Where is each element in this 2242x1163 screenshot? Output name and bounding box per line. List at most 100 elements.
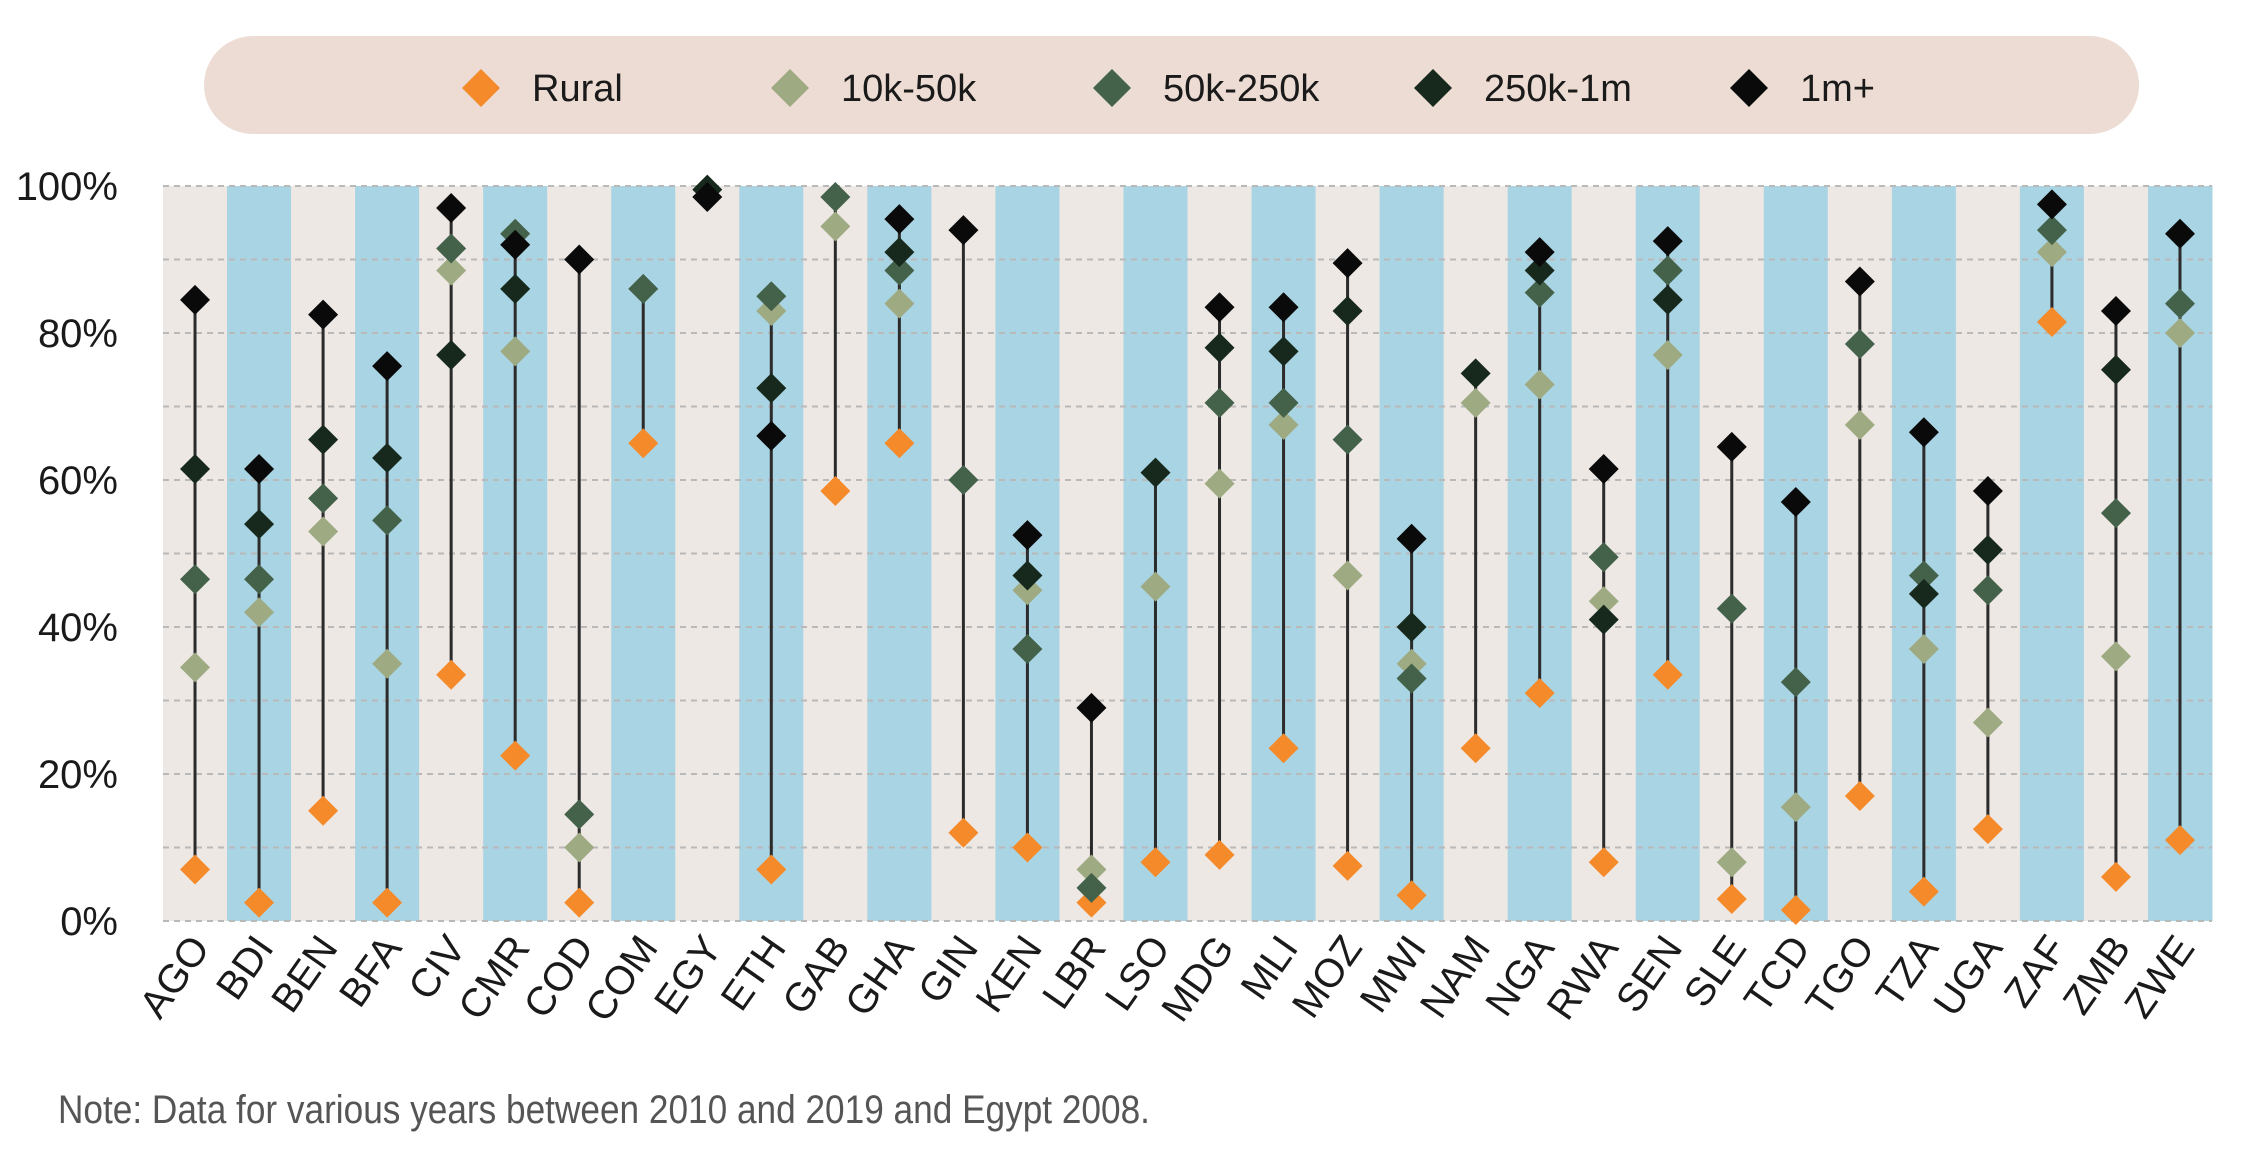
point-rural-uga [1972, 814, 2003, 845]
point-250k-1m-bfa [372, 442, 403, 473]
x-tick-label: GHA [837, 928, 923, 1025]
point-250k-1m-mli [1268, 336, 1299, 367]
point-1m-zaf [2036, 189, 2067, 220]
x-tick-label: TCD [1736, 928, 1819, 1021]
point-rural-moz [1332, 850, 1363, 881]
point-rural-ken [1012, 832, 1043, 863]
legend: Rural 10k-50k 50k-250k 250k-1m 1m+ [204, 36, 2139, 134]
point-1m-egy [692, 182, 723, 213]
point-1m-gha [884, 204, 915, 235]
point-rural-tza [1908, 876, 1939, 907]
x-tick-label: BFA [331, 928, 411, 1015]
point-1m-mdg [1204, 292, 1235, 323]
x-axis: AGOBDIBENBFACIVCMRCODCOMEGYETHGABGHAGINK… [131, 928, 2203, 1030]
point-250k-1m-eth [756, 373, 787, 404]
point-250k-1m-sen [1652, 284, 1683, 315]
point-rural-gin [948, 817, 979, 848]
point-1m-sle [1716, 431, 1747, 462]
x-tick-label: BEN [263, 928, 346, 1021]
point-50k-250k-gin [948, 465, 979, 495]
point-rural-bfa [372, 887, 403, 918]
point-10k-50k-mdg [1204, 468, 1235, 499]
point-50k-250k-zwe [2164, 288, 2195, 319]
y-tick-label: 100% [16, 165, 118, 209]
y-tick-label: 40% [38, 606, 118, 650]
point-250k-1m-nam [1460, 358, 1491, 389]
point-10k-50k-bfa [372, 648, 403, 679]
point-10k-50k-sle [1716, 847, 1747, 878]
x-tick-label: LBR [1034, 928, 1115, 1017]
point-1m-lbr [1076, 692, 1107, 723]
point-1m-tcd [1780, 487, 1811, 518]
x-tick-label: UGA [1925, 928, 2011, 1025]
legend-label-250k-1m: 250k-1m [1484, 68, 1632, 110]
point-rural-sle [1716, 883, 1747, 914]
point-1m-ago [180, 284, 211, 315]
point-rural-gab [820, 476, 851, 507]
point-rural-cod [564, 887, 595, 918]
point-1m-eth [756, 420, 787, 451]
legend-marker-rural [462, 69, 500, 107]
x-tick-label: COM [577, 928, 667, 1030]
point-rural-tcd [1780, 894, 1811, 925]
point-10k-50k-ago [180, 652, 211, 683]
point-rural-civ [436, 659, 467, 690]
point-1m-ken [1012, 520, 1043, 551]
point-10k-50k-mli [1268, 409, 1299, 440]
point-rural-cmr [500, 740, 531, 771]
point-50k-250k-sle [1716, 593, 1747, 624]
point-50k-250k-bfa [372, 505, 403, 536]
point-1m-cod [564, 244, 595, 275]
x-tick-label: AGO [131, 928, 218, 1026]
point-10k-50k-sen [1652, 340, 1683, 371]
point-250k-1m-ago [180, 453, 211, 484]
point-50k-250k-ben [308, 483, 339, 514]
point-10k-50k-cod [564, 832, 595, 863]
point-1m-ben [308, 299, 339, 330]
point-50k-250k-lbr [1076, 872, 1107, 903]
point-50k-250k-ken [1012, 634, 1043, 665]
point-1m-tza [1908, 417, 1939, 448]
point-rural-tgo [1844, 781, 1875, 812]
point-1m-nga [1524, 237, 1555, 268]
point-250k-1m-nga [1524, 255, 1555, 286]
point-50k-250k-zmb [2100, 498, 2131, 529]
x-tick-label: ZWE [2116, 928, 2203, 1026]
point-10k-50k-cmr [500, 336, 531, 367]
point-10k-50k-zaf [2036, 237, 2067, 268]
point-10k-50k-tcd [1780, 792, 1811, 823]
point-50k-250k-sen [1652, 255, 1683, 286]
point-10k-50k-moz [1332, 560, 1363, 591]
point-1m-cmr [500, 229, 531, 260]
point-50k-250k-zaf [2036, 215, 2067, 246]
x-tick-label: CMR [450, 928, 538, 1028]
point-50k-250k-moz [1332, 424, 1363, 455]
point-1m-civ [436, 193, 467, 224]
point-250k-1m-mdg [1204, 332, 1235, 363]
point-50k-250k-ago [180, 564, 211, 595]
x-tick-label: KEN [968, 928, 1051, 1021]
x-tick-label: SEN [1608, 928, 1691, 1021]
point-rural-bdi [244, 887, 275, 918]
legend-label-1m: 1m+ [1800, 68, 1875, 110]
legend-marker-50k-250k [1093, 69, 1131, 107]
point-1m-mli [1268, 292, 1299, 323]
point-50k-250k-bdi [244, 564, 275, 595]
point-1m-rwa [1588, 453, 1619, 484]
point-50k-250k-tza [1908, 560, 1939, 591]
point-10k-50k-nam [1460, 387, 1491, 418]
point-50k-250k-eth [756, 281, 787, 312]
point-rural-nga [1524, 678, 1555, 709]
point-1m-moz [1332, 248, 1363, 279]
legend-label-10k-50k: 10k-50k [841, 68, 977, 110]
x-tick-label: RWA [1539, 928, 1627, 1028]
gridlines [163, 185, 2212, 922]
point-rural-eth [756, 854, 787, 885]
point-250k-1m-mwi [1396, 612, 1427, 642]
point-10k-50k-tgo [1844, 409, 1875, 440]
x-tick-label: MOZ [1284, 928, 1371, 1026]
y-tick-label: 0% [60, 900, 118, 944]
y-tick-label: 60% [38, 459, 118, 503]
point-rural-zmb [2100, 861, 2131, 892]
